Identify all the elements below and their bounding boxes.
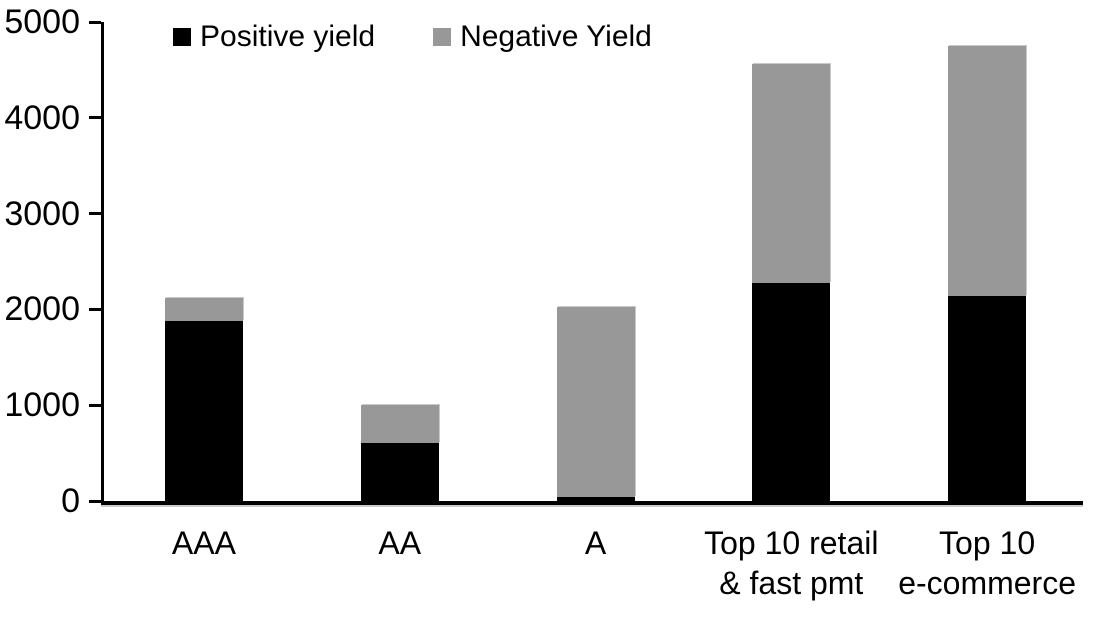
legend-item-negative-yield: Negative Yield xyxy=(433,20,652,54)
x-cat-label-line: Top 10 retail xyxy=(704,525,879,561)
x-cat-label-aa: AA xyxy=(285,523,515,563)
bar-top-10-retail-fast-pmt-negative-yield xyxy=(752,64,831,283)
bar-top-10-retail-fast-pmt-positive-yield xyxy=(752,282,831,501)
legend-label: Positive yield xyxy=(200,20,376,53)
legend-swatch-positive-yield xyxy=(173,28,191,46)
bar-top-10-e-commerce-negative-yield xyxy=(948,45,1027,296)
x-cat-label-line: & fast pmt xyxy=(719,565,864,601)
y-tick-0 xyxy=(89,499,101,503)
legend-swatch-negative-yield xyxy=(433,28,452,46)
y-tick-label-5000: 5000 xyxy=(4,3,80,41)
y-tick-label-2000: 2000 xyxy=(4,290,80,329)
x-cat-label-aaa: AAA xyxy=(89,523,319,563)
plot-area xyxy=(89,20,1083,505)
legend-item-positive-yield: Positive yield xyxy=(173,20,375,54)
x-cat-label-top-10-e-commerce: Top 10 e-commerce xyxy=(872,523,1102,603)
bar-aa-negative-yield xyxy=(360,405,439,443)
y-tick-label-3000: 3000 xyxy=(4,194,80,233)
y-axis-line xyxy=(101,22,104,501)
y-tick-label-4000: 4000 xyxy=(4,98,80,137)
y-tick-4000 xyxy=(89,116,101,120)
x-cat-label-line: A xyxy=(584,525,607,561)
bar-aaa-negative-yield xyxy=(164,298,243,321)
y-tick-2000 xyxy=(89,307,101,311)
bar-aaa-positive-yield xyxy=(164,320,243,501)
bar-top-10-e-commerce-positive-yield xyxy=(948,296,1027,501)
chart-legend: Positive yield Negative Yield xyxy=(173,20,652,54)
y-tick-3000 xyxy=(89,212,101,216)
x-axis-line xyxy=(101,501,1083,505)
x-cat-label-top-10-retail-fast-pmt: Top 10 retail & fast pmt xyxy=(676,523,906,603)
y-tick-1000 xyxy=(89,403,101,407)
x-cat-label-a: A xyxy=(481,523,711,563)
bar-a-negative-yield xyxy=(556,306,635,498)
bar-aa-positive-yield xyxy=(360,442,439,501)
y-tick-label-0: 0 xyxy=(61,482,80,520)
x-cat-label-line: AAA xyxy=(171,525,236,561)
bar-a-positive-yield xyxy=(556,497,635,501)
legend-label: Negative Yield xyxy=(460,20,652,53)
x-cat-label-line: Top 10 xyxy=(939,525,1036,561)
y-tick-label-1000: 1000 xyxy=(4,386,80,425)
x-cat-label-line: AA xyxy=(378,525,422,561)
y-tick-5000 xyxy=(89,20,101,24)
x-cat-label-line: e-commerce xyxy=(898,565,1076,601)
